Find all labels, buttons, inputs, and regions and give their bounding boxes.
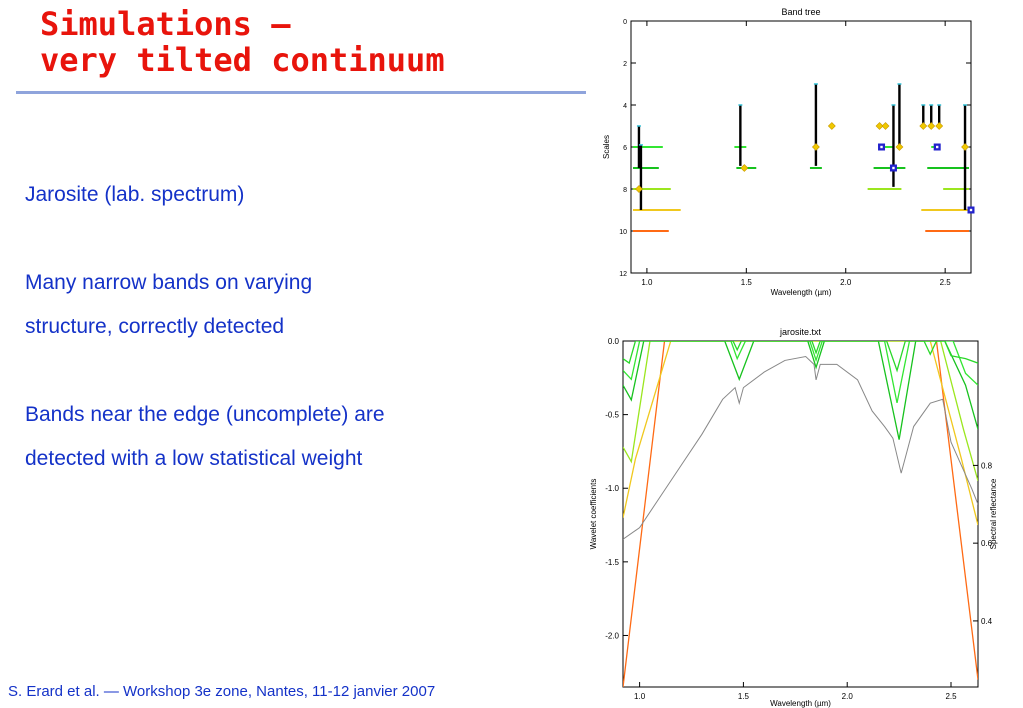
bullet-3-line-1: Bands near the edge (uncomplete) are bbox=[25, 403, 385, 426]
gold-diamond-marker bbox=[811, 143, 820, 151]
wavelet-line bbox=[623, 341, 978, 687]
gold-diamond-marker bbox=[740, 164, 749, 172]
wavelet-line bbox=[623, 341, 978, 403]
bullet-3-line-2: detected with a low statistical weight bbox=[25, 447, 363, 470]
y-tick-label: -0.5 bbox=[605, 411, 619, 420]
x-tick-label: 1.0 bbox=[641, 278, 653, 287]
y2-axis-label: Spectral reflectance bbox=[989, 478, 998, 549]
gold-diamond-marker bbox=[935, 122, 944, 130]
jarosite-chart: jarosite.txt 1.0 1.5 2.0 2.5 0.0 -0.5 -1.0 -1.5 -… bbox=[589, 327, 998, 708]
y-tick-label: -1.5 bbox=[605, 558, 619, 567]
bullet-2-line-1: Many narrow bands on varying bbox=[25, 271, 313, 294]
blue-square-marker-center bbox=[892, 166, 895, 170]
wavelet-line bbox=[623, 341, 978, 526]
y-tick-label: 8 bbox=[623, 187, 627, 194]
blue-square-marker-center bbox=[935, 145, 939, 149]
x-axis-label: Wavelength (µm) bbox=[771, 288, 832, 297]
plot-frame bbox=[622, 340, 979, 688]
bullet-2-line-2: structure, correctly detected bbox=[25, 315, 285, 338]
y-tick-label: -2.0 bbox=[605, 631, 619, 640]
x-tick-label: 1.5 bbox=[738, 692, 750, 701]
y-tick-label: 12 bbox=[619, 271, 627, 278]
gold-diamond-marker bbox=[961, 143, 969, 151]
y2-tick-label: 0.4 bbox=[981, 617, 993, 626]
y-tick-label: 10 bbox=[619, 229, 627, 236]
wavelet-line bbox=[623, 341, 978, 482]
y-tick-label: -1.0 bbox=[605, 484, 619, 493]
x-tick-label: 1.0 bbox=[634, 692, 646, 701]
reflectance-line bbox=[623, 356, 978, 540]
blue-square-marker-center bbox=[969, 208, 973, 212]
gold-diamond-marker bbox=[927, 122, 936, 130]
bullet-1: Jarosite (lab. spectrum) bbox=[25, 183, 245, 206]
x-tick-label: 2.0 bbox=[842, 692, 854, 701]
y-tick-label: 0 bbox=[623, 19, 627, 26]
y2-tick-label: 0.6 bbox=[981, 539, 993, 548]
y-tick-label: 6 bbox=[623, 145, 627, 152]
gold-diamond-marker bbox=[881, 122, 890, 130]
wavelet-line bbox=[623, 341, 978, 440]
y-axis-label: Scales bbox=[602, 135, 611, 159]
title-line-1: Simulations — bbox=[40, 5, 291, 43]
gold-diamond-marker bbox=[895, 143, 904, 151]
x-tick-label: 2.5 bbox=[940, 278, 952, 287]
y-tick-label: 2 bbox=[623, 61, 627, 68]
chart-title: Band tree bbox=[781, 7, 820, 17]
y2-tick-label: 0.8 bbox=[981, 461, 993, 470]
y-tick-label: 4 bbox=[623, 103, 627, 110]
blue-square-marker-center bbox=[880, 145, 883, 149]
x-tick-label: 2.0 bbox=[840, 278, 852, 287]
title-underline bbox=[16, 91, 586, 94]
footer-citation: S. Erard et al. — Workshop 3e zone, Nant… bbox=[8, 683, 436, 700]
band-tree-chart: Band tree 1.0 1.5 2.0 2.5 0 2 4 6 8 10 12 Wavelength… bbox=[602, 7, 975, 297]
y-axis-label: Wavelet coefficients bbox=[589, 479, 598, 550]
title-line-2: very tilted continuum bbox=[40, 41, 445, 79]
gold-diamond-marker bbox=[635, 185, 643, 193]
x-tick-label: 2.5 bbox=[945, 692, 957, 701]
gold-diamond-marker bbox=[827, 122, 836, 130]
x-tick-label: 1.5 bbox=[741, 278, 753, 287]
gold-diamond-marker bbox=[919, 122, 928, 130]
slide-title: Simulations — very tilted continuum bbox=[40, 6, 445, 78]
chart-title: jarosite.txt bbox=[779, 327, 822, 337]
gold-diamond-marker bbox=[875, 122, 884, 130]
y-tick-label: 0.0 bbox=[608, 337, 620, 346]
x-axis-label: Wavelength (µm) bbox=[770, 699, 831, 708]
plot-frame bbox=[630, 20, 972, 274]
